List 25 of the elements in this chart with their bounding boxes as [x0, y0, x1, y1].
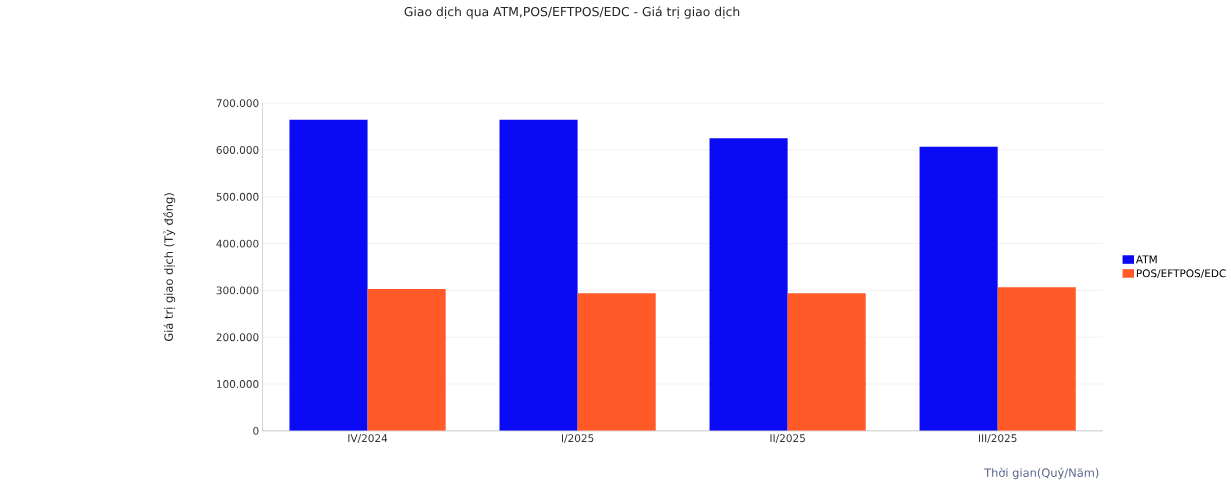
y-tick-label: 600.000: [216, 145, 259, 154]
y-tick-label: 0: [253, 426, 259, 435]
bar: [289, 119, 368, 431]
y-tick-label: 200.000: [216, 333, 259, 341]
x-axis-title: Thời gian(Quý/Năm): [984, 467, 1099, 480]
y-tick-label: 500.000: [216, 192, 259, 201]
x-tick-label: III/2025: [978, 434, 1017, 443]
y-axis-title: Giá trị giao dịch (Tỷ đồng): [163, 193, 176, 341]
legend-label: POS/EFTPOS/EDC: [1136, 269, 1226, 278]
y-tick-label: 100.000: [217, 379, 259, 388]
bar: [787, 293, 866, 431]
bar: [997, 286, 1076, 431]
chart-title: Giao dịch qua ATM,POS/EFTPOS/EDC - Giá trị giao dịch: [404, 6, 740, 19]
x-tick-label: IV/2024: [348, 434, 388, 443]
bar: [499, 119, 578, 431]
x-tick-label: II/2025: [770, 434, 805, 443]
y-tick-label: 700.000: [216, 99, 259, 107]
bar: [367, 288, 446, 431]
y-tick-label: 400.000: [216, 239, 259, 248]
x-tick-label: I/2025: [561, 434, 594, 443]
y-tick-label: 300.000: [216, 286, 259, 295]
bar: [709, 138, 788, 431]
legend-label: ATM: [1135, 255, 1157, 263]
bar: [577, 293, 656, 431]
bar: [919, 146, 998, 431]
